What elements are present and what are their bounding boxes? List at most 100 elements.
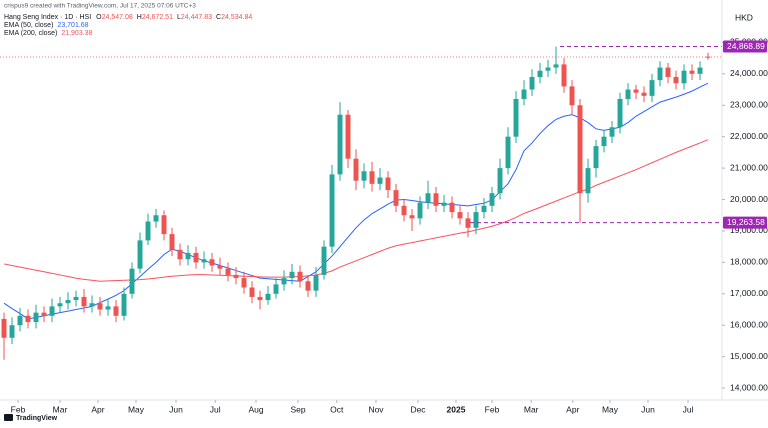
x-tick-label: 2025	[447, 404, 466, 414]
candle-body	[281, 278, 287, 285]
candle-body	[89, 303, 95, 307]
x-tick-label: May	[128, 404, 145, 414]
candle-body	[441, 202, 447, 206]
candle-body	[9, 325, 15, 338]
candle-body	[665, 67, 671, 77]
candle-body	[177, 249, 183, 260]
candle-body	[169, 234, 175, 250]
candle-body	[369, 171, 375, 184]
candle-body	[17, 315, 23, 326]
candle-body	[329, 174, 335, 247]
y-tick-label: 15,000.00	[730, 351, 768, 361]
legend-value: 23,701.68	[57, 22, 88, 29]
candle-body	[697, 67, 703, 74]
y-tick-label: 20,000.00	[730, 194, 768, 204]
x-tick-label: Mar	[524, 404, 539, 414]
candle-body	[449, 202, 455, 213]
axes: 14,000.00 15,000.00 16,000.00 17,000.00 18,0…	[0, 0, 768, 414]
candle-body	[97, 303, 103, 310]
y-tick-label: 21,000.00	[730, 162, 768, 172]
candle-body	[529, 76, 535, 90]
candle-body	[41, 312, 47, 316]
plot-area	[0, 46, 722, 360]
candle-body	[649, 80, 655, 96]
candle-body	[337, 114, 343, 175]
candle-body	[497, 168, 503, 194]
x-tick-label: Jul	[683, 404, 694, 414]
candle-body	[113, 306, 119, 316]
candle-body	[1, 318, 7, 338]
x-tick-label: Nov	[368, 404, 384, 414]
subtitle: crispus9 created with TradingView.com, J…	[4, 3, 196, 10]
ohlc-key: L	[177, 14, 181, 21]
ohlc-key: H	[137, 14, 142, 21]
symbol-legend: Hang Seng Index · 1D · HSI O24,547.08 H24,…	[4, 14, 252, 21]
legend-name: EMA (50, close)	[4, 22, 53, 29]
legend-value: 21,903.38	[61, 30, 92, 37]
candle-body	[433, 193, 439, 206]
candle-body	[657, 67, 663, 81]
candle-body	[585, 168, 591, 194]
candle-body	[577, 105, 583, 194]
candle-body	[225, 268, 231, 275]
candle-body	[633, 89, 639, 93]
candle-body	[185, 252, 191, 260]
x-tick-label: Oct	[330, 404, 344, 414]
candle-body	[137, 240, 143, 269]
symbol: Hang Seng Index · 1D · HSI	[4, 14, 91, 21]
ohlc-value: 24,672.51	[142, 14, 173, 21]
y-tick-label: 22,000.00	[730, 131, 768, 141]
candle-body	[593, 146, 599, 169]
candle-body	[409, 215, 415, 219]
x-tick-label: Jun	[169, 404, 183, 414]
y-tick-label: 23,000.00	[730, 100, 768, 110]
candle-body	[353, 158, 359, 181]
x-tick-label: May	[602, 404, 619, 414]
candle-body	[121, 293, 127, 316]
y-tick-label: 24,000.00	[730, 68, 768, 78]
x-tick-label: Sep	[290, 404, 305, 414]
candle-body	[25, 315, 31, 323]
candle-body	[209, 259, 215, 266]
overlay: crispus9 created with TradingView.com, J…	[4, 3, 753, 422]
level-tag	[723, 216, 767, 229]
y-tick-label: 18,000.00	[730, 257, 768, 267]
ohlc-key: C	[216, 14, 221, 21]
legend-entry: EMA (50, close) 23,701.68	[4, 22, 89, 29]
x-tick-label: Jun	[641, 404, 655, 414]
candle-body	[129, 268, 135, 294]
logo-icon	[4, 414, 13, 421]
x-tick-label: Feb	[485, 404, 500, 414]
candle-body	[65, 300, 71, 304]
ohlc-value: 24,447.83	[181, 14, 212, 21]
candle-body	[393, 190, 399, 206]
ohlc-key: O	[96, 14, 102, 21]
candle-body	[241, 278, 247, 288]
x-tick-label: Jul	[210, 404, 221, 414]
candle-body	[193, 252, 199, 263]
candle-body	[73, 296, 79, 301]
y-tick-label: 16,000.00	[730, 319, 768, 329]
candle-body	[361, 171, 367, 181]
x-tick-label: Feb	[11, 404, 26, 414]
candle-body	[553, 64, 559, 68]
ema-line	[3, 82, 709, 320]
candle-body	[641, 92, 647, 96]
candle-body	[401, 205, 407, 216]
candle-body	[625, 89, 631, 99]
candle-body	[273, 284, 279, 294]
level-tag	[723, 40, 767, 53]
ohlc-value: 24,547.08	[102, 14, 133, 21]
level-tag-label: 24,868.89	[727, 41, 765, 51]
candle-body	[289, 271, 295, 279]
x-tick-label: Aug	[248, 404, 263, 414]
candle-body	[81, 296, 87, 307]
candle-body	[249, 287, 255, 297]
currency: HKD	[735, 12, 753, 22]
x-tick-label: Mar	[53, 404, 68, 414]
candle-body	[617, 98, 623, 128]
y-tick-label: 14,000.00	[730, 382, 768, 392]
candle-body	[521, 89, 527, 99]
